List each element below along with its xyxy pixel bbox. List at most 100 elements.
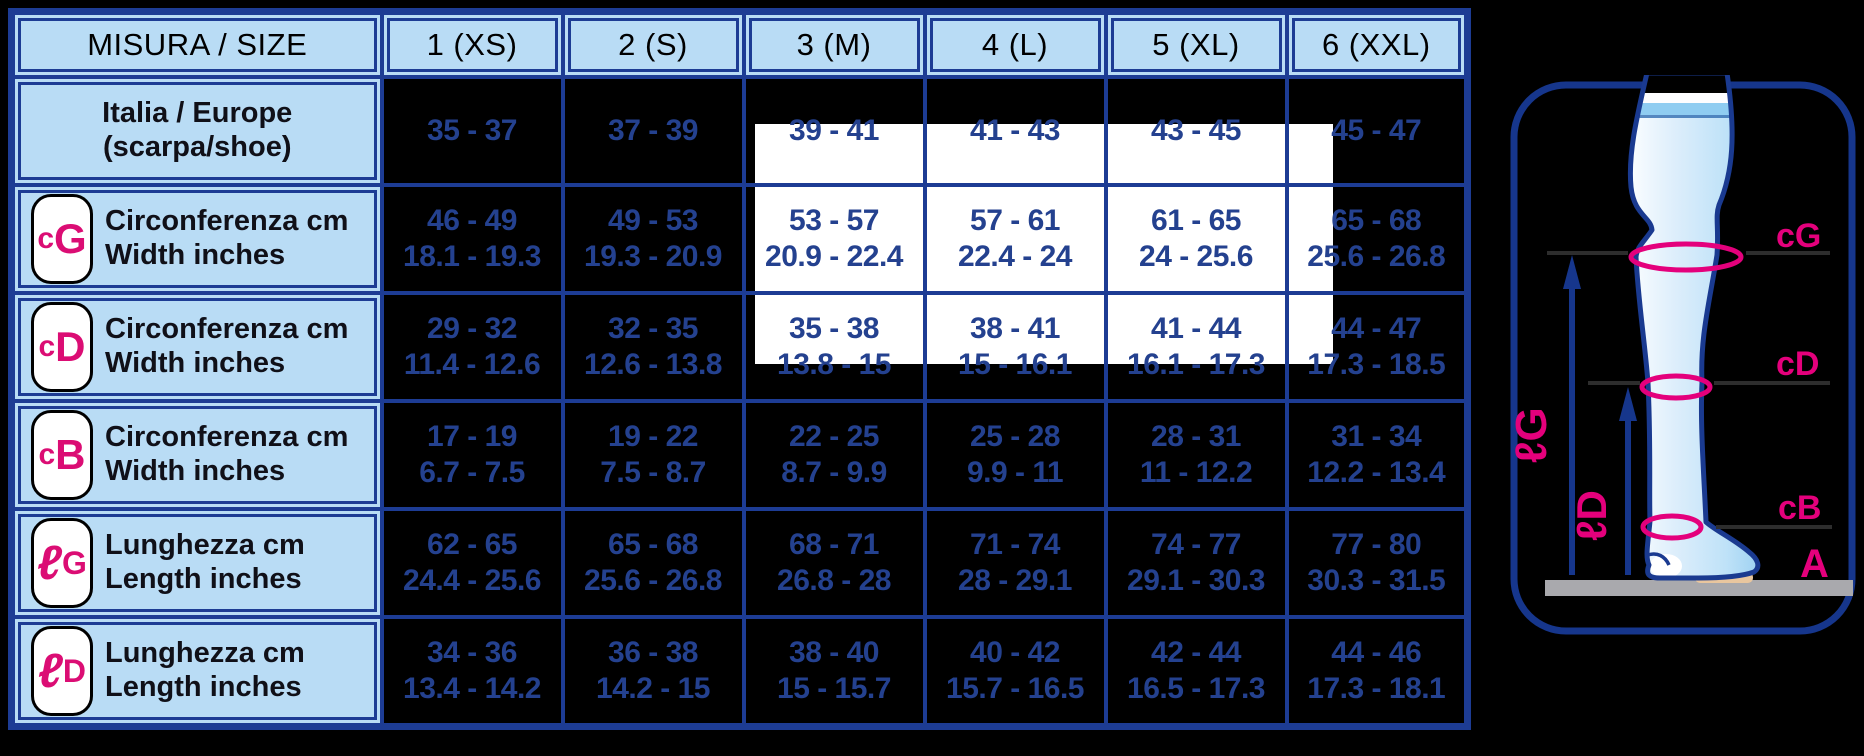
measure-lines [1547, 251, 1832, 529]
header-size-4-l: 4 (L) [922, 9, 1108, 79]
value-line: 71 - 74 [970, 528, 1060, 561]
label-ld: ℓD [1568, 490, 1615, 541]
icon-letter: c [38, 330, 56, 363]
value-cell: 19 - 22 7.5 - 8.7 [560, 399, 746, 511]
value-cell: 35 - 37 [379, 75, 565, 187]
row-label-cell: c D Circonferenza cm Width inches [9, 291, 384, 403]
value-line: 20.9 - 22.4 [765, 240, 903, 273]
row-label-line: Lunghezza cm [105, 637, 305, 670]
icon-letter: ℓ [38, 644, 63, 698]
value-line: 28 - 31 [1151, 420, 1241, 453]
ring-cd [1639, 373, 1713, 401]
value-line: 16.1 - 17.3 [1127, 348, 1265, 381]
row-label-line: (scarpa/shoe) [102, 131, 292, 163]
value-line: 24.4 - 25.6 [403, 564, 541, 597]
icon-letter: B [55, 431, 86, 478]
label-cb: cB [1778, 489, 1821, 527]
header-size-1-xs: 1 (XS) [379, 9, 565, 79]
value-cell: 62 - 65 24.4 - 25.6 [379, 507, 565, 619]
header-size-6-xxl: 6 (XXL) [1284, 9, 1470, 79]
value-line: 9.9 - 11 [966, 456, 1064, 489]
row-label-cell: ℓ D Lunghezza cm Length inches [9, 615, 384, 729]
row-label-line: Circonferenza cm [105, 313, 349, 346]
value-line: 25.6 - 26.8 [584, 564, 722, 597]
value-line: 37 - 39 [608, 114, 698, 147]
value-line: 32 - 35 [608, 312, 698, 345]
value-line: 38 - 41 [970, 312, 1060, 345]
leg-measurement-diagram: cG cD cB A ℓG ℓD [1507, 75, 1856, 635]
ring-cg [1628, 241, 1744, 273]
row-label-cell: c G Circonferenza cm Width inches [9, 183, 384, 295]
value-line: 41 - 44 [1151, 312, 1241, 345]
table-row: ℓ D Lunghezza cm Length inches 34 - 36 13.4 -… [9, 615, 1470, 729]
value-cell: 37 - 39 [560, 75, 746, 187]
value-cell: 44 - 47 17.3 - 18.5 [1284, 291, 1470, 403]
value-line: 12.6 - 13.8 [584, 348, 722, 381]
value-cell: 22 - 25 8.7 - 9.9 [741, 399, 927, 511]
value-line: 34 - 36 [427, 636, 517, 669]
value-line: 25 - 28 [970, 420, 1060, 453]
value-cell: 65 - 68 25.6 - 26.8 [560, 507, 746, 619]
value-line: 42 - 44 [1151, 636, 1241, 669]
value-cell: 34 - 36 13.4 - 14.2 [379, 615, 565, 729]
value-line: 11.4 - 12.6 [403, 348, 541, 381]
value-line: 22 - 25 [789, 420, 879, 453]
value-cell: 44 - 46 17.3 - 18.1 [1284, 615, 1470, 729]
value-line: 17 - 19 [427, 420, 517, 453]
value-cell: 42 - 44 16.5 - 17.3 [1103, 615, 1289, 729]
value-cell: 68 - 71 26.8 - 28 [741, 507, 927, 619]
icon-letter: D [55, 323, 86, 370]
value-line: 13.4 - 14.2 [403, 672, 541, 705]
table-row: c B Circonferenza cm Width inches 17 - 19 6.7… [9, 399, 1470, 511]
value-cell: 65 - 68 25.6 - 26.8 [1284, 183, 1470, 295]
value-cell: 74 - 77 29.1 - 30.3 [1103, 507, 1289, 619]
value-cell: 38 - 41 15 - 16.1 [922, 291, 1108, 403]
value-line: 39 - 41 [789, 114, 879, 147]
circumference-rings [1628, 241, 1744, 541]
value-line: 35 - 37 [427, 114, 517, 147]
row-label-line: Length inches [105, 563, 302, 595]
floor-bar [1545, 580, 1853, 596]
header-size-3-m: 3 (M) [741, 9, 927, 79]
value-line: 61 - 65 [1151, 204, 1241, 237]
value-cell: 49 - 53 19.3 - 20.9 [560, 183, 746, 295]
value-line: 45 - 47 [1331, 114, 1422, 147]
row-label-line: Width inches [105, 347, 286, 379]
value-cell: 77 - 80 30.3 - 31.5 [1284, 507, 1470, 619]
value-cell: 41 - 43 [922, 75, 1108, 187]
value-line: 8.7 - 9.9 [781, 456, 887, 489]
table-row: c D Circonferenza cm Width inches 29 - 32 11.… [9, 291, 1470, 403]
value-cell: 38 - 40 15 - 15.7 [741, 615, 927, 729]
value-cell: 45 - 47 [1284, 75, 1470, 187]
row-label-text: Italia / Europe (scarpa/shoe) [102, 97, 292, 164]
row-label-text: Circonferenza cm Width inches [105, 313, 348, 380]
table-row: c G Circonferenza cm Width inches 46 - 49 18.… [9, 183, 1470, 295]
stocking-top-band [1630, 103, 1750, 115]
row-label-text: Circonferenza cm Width inches [105, 421, 348, 488]
value-line: 11 - 12.2 [1139, 456, 1253, 489]
value-line: 24 - 25.6 [1139, 240, 1253, 273]
icon-letter: G [54, 215, 87, 262]
value-line: 17.3 - 18.1 [1307, 672, 1446, 705]
value-line: 6.7 - 7.5 [419, 456, 525, 489]
row-label-cell: c B Circonferenza cm Width inches [9, 399, 384, 511]
row-label-text: Circonferenza cm Width inches [105, 205, 348, 272]
value-cell: 29 - 32 11.4 - 12.6 [379, 291, 565, 403]
value-cell: 25 - 28 9.9 - 11 [922, 399, 1108, 511]
value-line: 57 - 61 [970, 204, 1060, 237]
value-cell: 36 - 38 14.2 - 15 [560, 615, 746, 729]
value-cell: 57 - 61 22.4 - 24 [922, 183, 1108, 295]
length-arrows [1563, 255, 1637, 575]
value-line: 15 - 15.7 [777, 672, 891, 705]
heel-patch [1650, 554, 1682, 578]
value-line: 17.3 - 18.5 [1307, 348, 1446, 381]
value-cell: 41 - 44 16.1 - 17.3 [1103, 291, 1289, 403]
value-line: 62 - 65 [427, 528, 517, 561]
value-line: 29.1 - 30.3 [1127, 564, 1265, 597]
row-label-text: Lunghezza cm Length inches [105, 529, 305, 596]
value-line: 18.1 - 19.3 [403, 240, 541, 273]
value-line: 28 - 29.1 [958, 564, 1072, 597]
